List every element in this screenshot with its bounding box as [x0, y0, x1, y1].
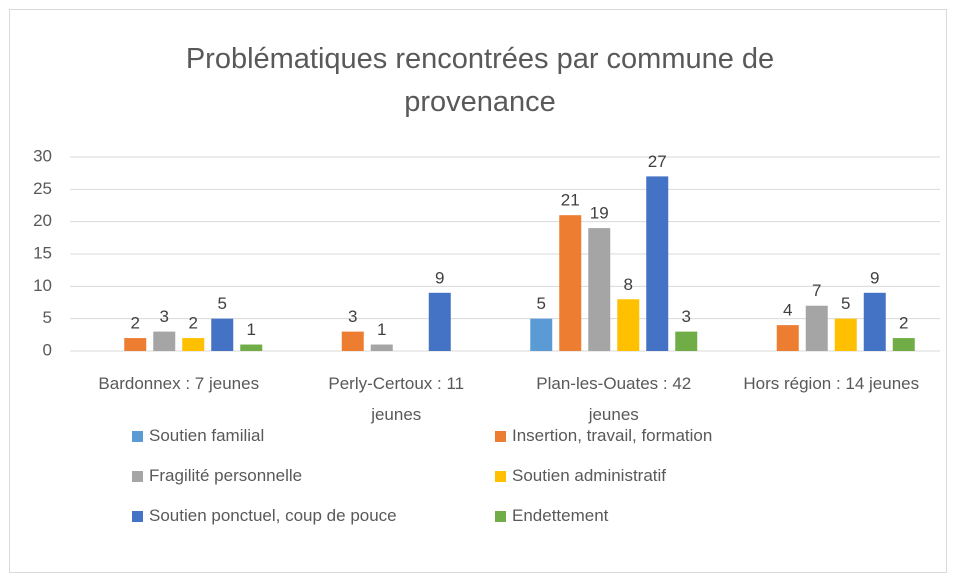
- bar: [776, 325, 799, 351]
- data-label: 3: [160, 307, 169, 326]
- data-label: 27: [648, 152, 667, 171]
- data-label: 19: [590, 204, 609, 223]
- data-label: 7: [812, 281, 821, 300]
- bar: [182, 338, 205, 351]
- legend-label: Soutien ponctuel, coup de pouce: [149, 506, 397, 525]
- legend-swatch: [495, 430, 506, 442]
- legend-swatch: [132, 510, 143, 522]
- y-tick-label: 5: [43, 308, 52, 327]
- legend-label: Soutien administratif: [512, 466, 667, 485]
- y-tick-label: 15: [33, 243, 52, 262]
- bar: [153, 331, 176, 351]
- legend: Soutien familial Insertion, travail, form…: [132, 423, 795, 529]
- legend-swatch: [495, 510, 506, 522]
- y-tick-label: 10: [33, 276, 52, 295]
- y-tick-label: 20: [33, 211, 52, 230]
- legend-label: Endettement: [512, 506, 609, 525]
- bar: [428, 292, 451, 351]
- y-tick-label: 0: [43, 340, 52, 359]
- legend-item: Endettement: [495, 503, 795, 529]
- bar: [646, 176, 669, 351]
- bar: [892, 338, 915, 351]
- bar: [370, 344, 393, 351]
- data-label: 2: [899, 314, 908, 333]
- x-tick-label: Perly-Certoux : 11 jeunes: [328, 374, 465, 424]
- bar: [124, 338, 147, 351]
- legend-item: Insertion, travail, formation: [495, 423, 795, 449]
- bar: [240, 344, 263, 351]
- y-tick-label: 30: [33, 146, 52, 165]
- legend-item: Fragilité personnelle: [132, 463, 495, 489]
- bar: [588, 228, 611, 351]
- data-label: 2: [189, 314, 198, 333]
- legend-swatch: [132, 430, 143, 442]
- legend-label: Insertion, travail, formation: [512, 426, 713, 445]
- bar: [617, 299, 640, 351]
- legend-item: Soutien administratif: [495, 463, 795, 489]
- legend-label: Soutien familial: [149, 426, 265, 445]
- x-tick-label: Hors région : 14 jeunes: [743, 374, 920, 393]
- legend-label: Fragilité personnelle: [149, 466, 303, 485]
- data-label: 4: [783, 301, 792, 320]
- data-label: 5: [537, 294, 546, 313]
- legend-item: Soutien ponctuel, coup de pouce: [132, 503, 495, 529]
- chart-title: Problématiques rencontrées par commune d…: [185, 43, 775, 118]
- x-tick-label: Bardonnex : 7 jeunes: [98, 374, 260, 393]
- bar: [863, 292, 886, 351]
- chart-border: [9, 9, 947, 573]
- bar: [559, 215, 582, 351]
- data-label: 9: [870, 268, 879, 287]
- data-label: 3: [682, 307, 691, 326]
- legend-item: Soutien familial: [132, 423, 495, 449]
- legend-swatch: [132, 470, 143, 482]
- data-label: 1: [247, 320, 256, 339]
- data-label: 2: [131, 314, 140, 333]
- data-label: 21: [561, 191, 580, 210]
- legend-swatch: [495, 470, 506, 482]
- y-tick-label: 25: [33, 179, 52, 198]
- data-label: 3: [348, 307, 357, 326]
- data-label: 5: [841, 294, 850, 313]
- bar: [805, 305, 828, 351]
- bar: [834, 318, 857, 351]
- bar: [675, 331, 698, 351]
- bar: [211, 318, 234, 351]
- bar: [530, 318, 553, 351]
- data-label: 8: [624, 275, 633, 294]
- data-label: 1: [377, 320, 386, 339]
- x-tick-label: Plan-les-Ouates : 42 jeunes: [536, 374, 692, 424]
- bar: [341, 331, 364, 351]
- data-label: 5: [218, 294, 227, 313]
- data-label: 9: [435, 268, 444, 287]
